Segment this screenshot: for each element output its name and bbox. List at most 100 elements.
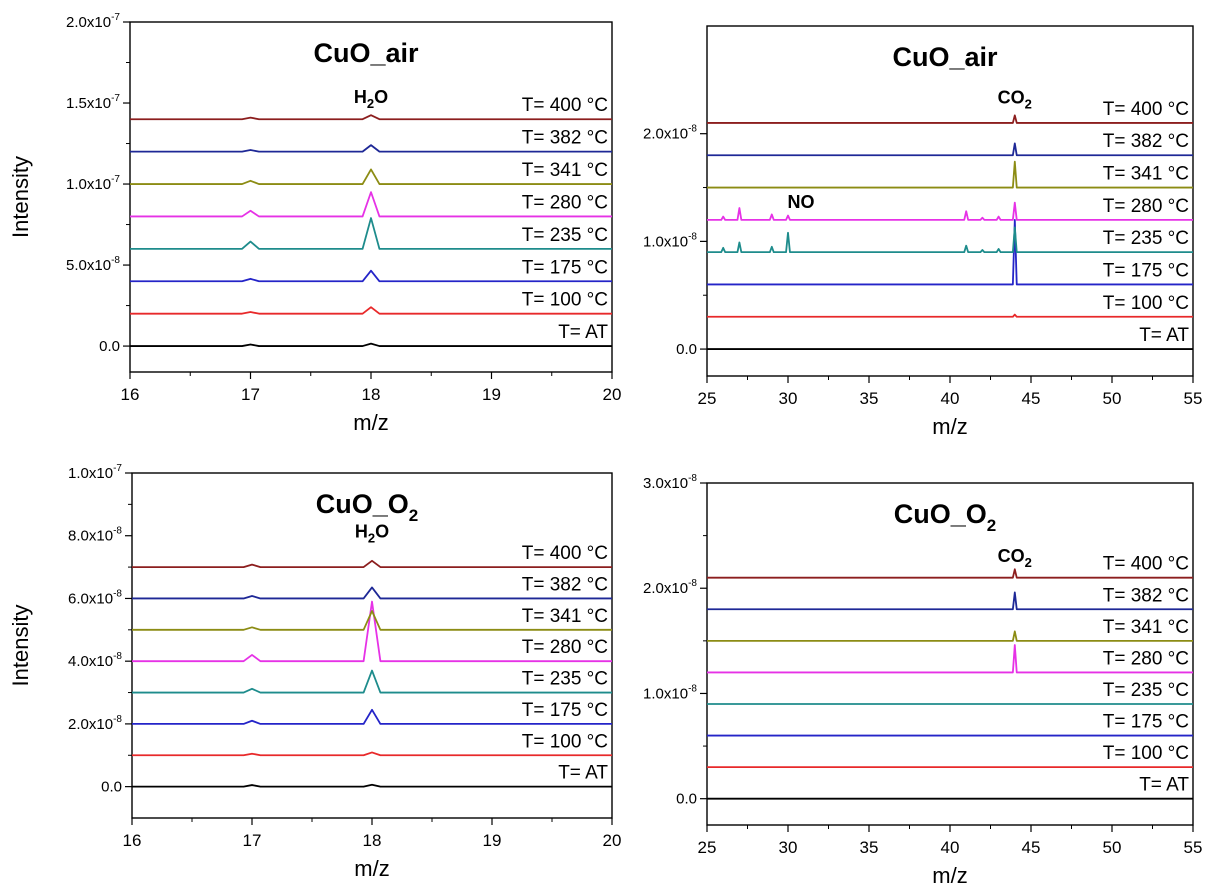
y-tick-label: 5.0x10-8: [66, 255, 120, 274]
series-line: [130, 306, 612, 315]
series-label: T= 400 °C: [522, 95, 608, 116]
series-line: [707, 160, 1193, 189]
series-label: T= 175 °C: [522, 700, 608, 721]
x-tick-label: 45: [1022, 389, 1041, 408]
chart-panel-3: 16 17 18 19 20 0.0 2.0x10-8 4.0x10-8 6.0x10-8 8.0…: [8, 463, 621, 881]
series-line: [132, 751, 612, 757]
series-label: T= 341 °C: [1103, 617, 1189, 638]
series-line: [707, 644, 1193, 674]
peak-annotation: H2O: [354, 87, 388, 111]
series-label: T= 382 °C: [522, 574, 608, 595]
x-axis-label: m/z: [932, 414, 967, 439]
y-axis-label: Intensity: [8, 605, 33, 687]
series-line: [707, 226, 1193, 254]
series-label: T= 100 °C: [1103, 293, 1189, 314]
chart-title: CuO_air: [313, 38, 419, 68]
series-line: [130, 114, 612, 121]
x-tick-label: 16: [121, 385, 140, 404]
series-label: T= 341 °C: [522, 160, 608, 181]
series-label: T= 341 °C: [522, 606, 608, 627]
series-label: T= 100 °C: [1103, 743, 1189, 764]
series-line: [130, 168, 612, 185]
x-tick-label: 19: [482, 385, 501, 404]
y-tick-label: 1.0x10-8: [643, 683, 697, 702]
chart-panel-1: 16 17 18 19 20 0.0 5.0x10-8 1.0x10-7 1.5x10-7 2.0…: [8, 12, 621, 435]
series-line: [707, 630, 1193, 642]
peak-annotation: CO2: [998, 88, 1032, 112]
y-tick-label: 1.0x10-7: [68, 463, 122, 482]
series-line: [130, 342, 612, 347]
series-line: [130, 217, 612, 250]
series-label: T= 280 °C: [522, 192, 608, 213]
series-label: T= AT: [1139, 325, 1189, 346]
series-line: [707, 568, 1193, 579]
x-tick-label: 45: [1022, 838, 1041, 857]
series-label: T= 400 °C: [1103, 99, 1189, 120]
y-tick-label: 0.0: [676, 341, 697, 358]
x-tick-label: 20: [603, 385, 622, 404]
series-line: [132, 586, 612, 600]
y-tick-label: 6.0x10-8: [68, 588, 122, 607]
series-label: T= 100 °C: [522, 290, 608, 311]
x-tick-label: 30: [779, 838, 798, 857]
series-line: [130, 144, 612, 153]
series-label: T= 280 °C: [522, 637, 608, 658]
series-line: [132, 610, 612, 631]
x-tick-label: 35: [860, 838, 879, 857]
series-label: T= 235 °C: [1103, 680, 1189, 701]
series-label: T= 175 °C: [1103, 260, 1189, 281]
y-tick-label: 1.0x10-8: [643, 231, 697, 250]
series-label: T= 235 °C: [522, 669, 608, 690]
chart-title: CuO_O2: [894, 499, 996, 535]
series-line: [132, 669, 612, 694]
chart-panel-2: 25 30 35 40 45 50 55 0.0 1.0x10-8 2.0x10-8 m/z CuO_…: [643, 25, 1203, 439]
x-tick-label: 18: [363, 831, 382, 850]
x-tick-label: 17: [241, 385, 260, 404]
x-axis-label: m/z: [354, 856, 389, 881]
series-label: T= 100 °C: [522, 731, 608, 752]
y-tick-label: 8.0x10-8: [68, 526, 122, 545]
series-line: [132, 708, 612, 725]
series-label: T= 400 °C: [522, 543, 608, 564]
x-tick-label: 16: [123, 831, 142, 850]
x-tick-label: 35: [860, 389, 879, 408]
peak-annotation: H2O: [355, 521, 389, 545]
series-label: T= 175 °C: [522, 257, 608, 278]
y-tick-label: 0.0: [99, 338, 120, 355]
series-label: T= 341 °C: [1103, 164, 1189, 185]
series-line: [707, 218, 1193, 286]
series-label: T= 400 °C: [1103, 554, 1189, 575]
y-tick-label: 2.0x10-8: [643, 124, 697, 143]
x-tick-label: 17: [243, 831, 262, 850]
series-line: [132, 559, 612, 568]
x-tick-label: 50: [1103, 838, 1122, 857]
x-tick-label: 20: [603, 831, 622, 850]
y-axis-label: Intensity: [8, 156, 33, 238]
y-tick-label: 1.0x10-7: [66, 174, 120, 193]
series-label: T= AT: [1139, 775, 1189, 796]
x-axis-label: m/z: [353, 410, 388, 435]
peak-annotation: CO2: [998, 546, 1032, 570]
chart-panel-4: 25 30 35 40 45 50 55 0.0 1.0x10-8 2.0x10-8 3.0x10-…: [643, 473, 1202, 888]
x-tick-label: 25: [698, 389, 717, 408]
series-line: [707, 591, 1193, 611]
series-label: T= 382 °C: [1103, 131, 1189, 152]
x-tick-label: 19: [483, 831, 502, 850]
y-tick-label: 1.5x10-7: [66, 93, 120, 112]
series-label: T= 280 °C: [1103, 648, 1189, 669]
series-label: T= AT: [558, 322, 608, 343]
series-line: [707, 201, 1193, 221]
series-line: [707, 114, 1193, 124]
x-tick-label: 55: [1184, 389, 1203, 408]
x-tick-label: 30: [779, 389, 798, 408]
chart-title: CuO_O2: [316, 489, 418, 525]
series-label: T= 175 °C: [1103, 712, 1189, 733]
x-tick-label: 50: [1103, 389, 1122, 408]
series-line: [132, 783, 612, 788]
peak-annotation: NO: [787, 192, 814, 212]
series-label: T= 382 °C: [522, 128, 608, 149]
y-tick-label: 4.0x10-8: [68, 651, 122, 670]
x-tick-label: 18: [362, 385, 381, 404]
